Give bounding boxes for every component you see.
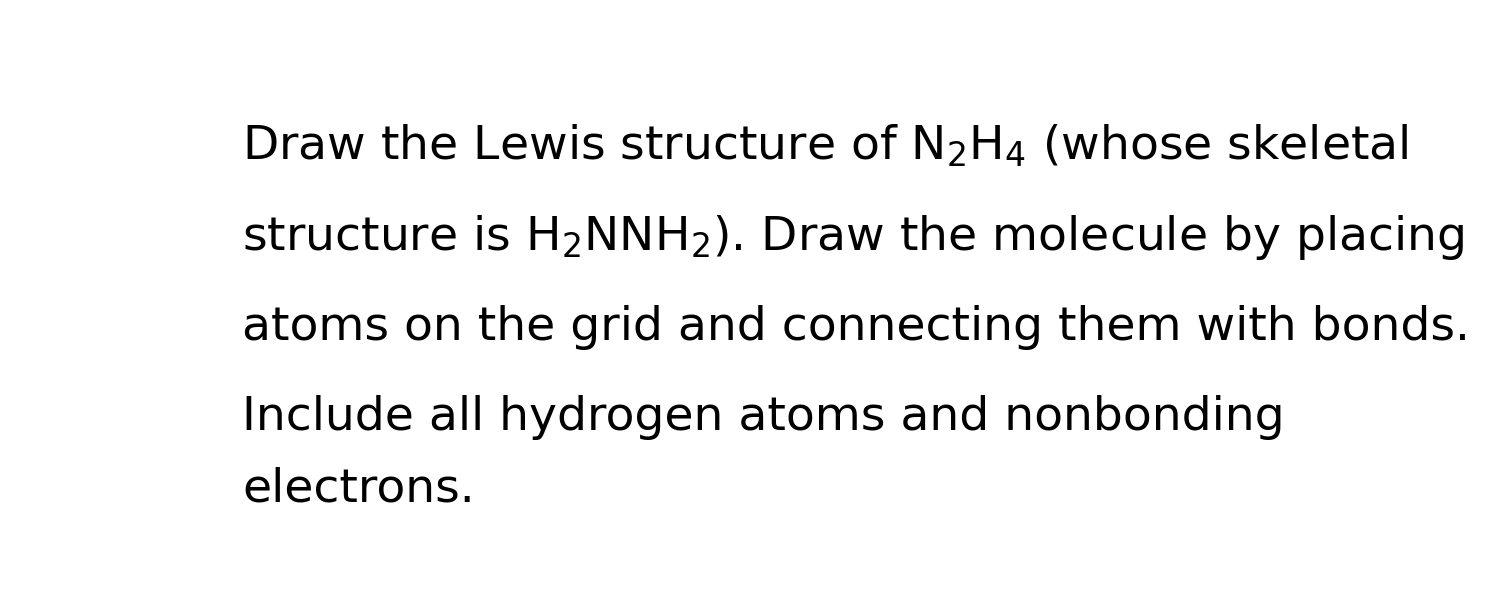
Text: structure is $\mathregular{H_2NNH_2}$). Draw the molecule by placing: structure is $\mathregular{H_2NNH_2}$). … <box>242 213 1464 262</box>
Text: electrons.: electrons. <box>242 467 476 512</box>
Text: Draw the Lewis structure of $\mathregular{N_2H_4}$ (whose skeletal: Draw the Lewis structure of $\mathregula… <box>242 123 1408 170</box>
Text: Include all hydrogen atoms and nonbonding: Include all hydrogen atoms and nonbondin… <box>242 395 1286 440</box>
Text: atoms on the grid and connecting them with bonds.: atoms on the grid and connecting them wi… <box>242 305 1470 350</box>
